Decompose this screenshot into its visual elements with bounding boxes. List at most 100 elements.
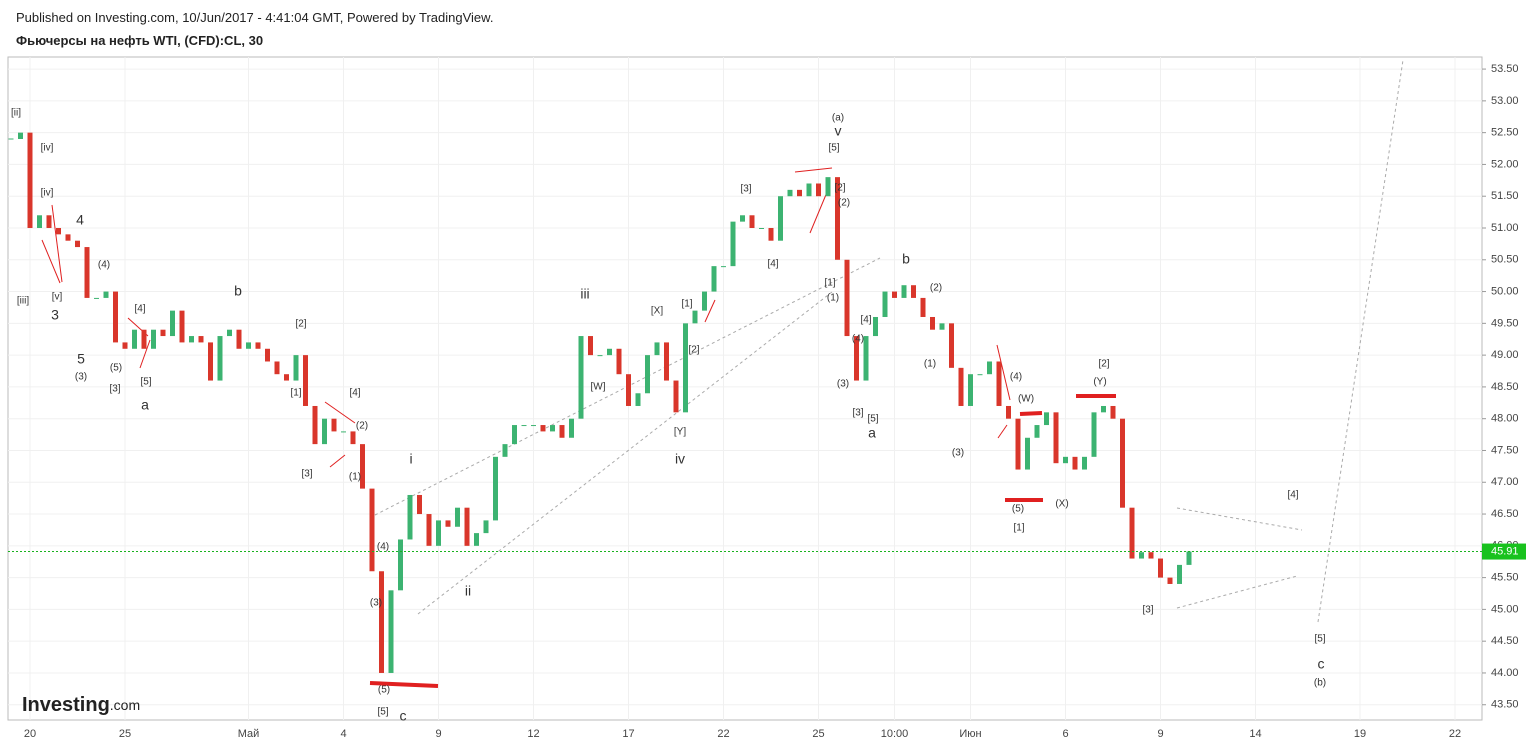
- wave-label: [iii]: [17, 296, 29, 307]
- candle: [56, 227, 61, 235]
- candle: [1053, 412, 1059, 464]
- candle: [65, 234, 71, 241]
- candle: [1129, 507, 1135, 559]
- candle: [274, 361, 280, 375]
- candle: [84, 247, 90, 298]
- x-tick-label: 22: [717, 728, 729, 740]
- candle: [464, 507, 470, 546]
- wave-label: [3]: [1142, 605, 1153, 616]
- candle: [597, 355, 603, 357]
- candle: [388, 590, 394, 673]
- wave-label: [2]: [688, 345, 699, 356]
- candle: [854, 336, 859, 381]
- wave-label: (2): [838, 198, 850, 209]
- candle: [37, 215, 42, 228]
- candle: [94, 297, 99, 299]
- y-tick-label: 46.50: [1491, 508, 1519, 520]
- candle: [198, 336, 204, 343]
- candle: [1006, 405, 1011, 419]
- wave-label: 3: [51, 307, 59, 323]
- candle: [787, 189, 793, 197]
- candle: [1177, 564, 1182, 584]
- wave-label: 4: [76, 212, 84, 228]
- candle: [341, 431, 346, 433]
- candle: [1148, 552, 1154, 559]
- candle: [284, 374, 289, 381]
- wave-label: [2]: [295, 319, 306, 330]
- candle: [132, 329, 137, 349]
- candle: [1025, 437, 1030, 470]
- candle: [170, 310, 175, 337]
- candle: [778, 196, 783, 241]
- wave-label: [3]: [301, 469, 312, 480]
- y-tick-label: 45.50: [1491, 572, 1519, 584]
- candle: [825, 177, 831, 197]
- y-tick-label: 53.00: [1491, 95, 1519, 107]
- instrument-title: Фьючерсы на нефть WTI, (CFD):CL, 30: [16, 33, 264, 48]
- candle: [968, 374, 973, 406]
- x-tick-label: 20: [24, 728, 36, 740]
- candle: [569, 418, 574, 438]
- candle: [331, 418, 337, 432]
- y-tick-label: 52.50: [1491, 127, 1519, 139]
- candle: [217, 336, 223, 381]
- candle: [8, 138, 14, 140]
- candle: [512, 425, 517, 445]
- wave-label: (5): [1012, 504, 1024, 515]
- wave-label: (5): [378, 685, 390, 696]
- x-tick-label: 6: [1062, 728, 1068, 740]
- candle: [1158, 558, 1163, 578]
- candle: [455, 507, 460, 527]
- x-tick-label: Май: [238, 728, 260, 740]
- y-tick-label: 48.00: [1491, 413, 1519, 425]
- x-tick-label: Июн: [959, 728, 981, 740]
- level-marks: [369, 394, 1116, 688]
- candle: [141, 329, 147, 349]
- candle: [977, 374, 983, 376]
- y-tick-label: 52.00: [1491, 158, 1519, 170]
- x-tick-label: 25: [812, 728, 824, 740]
- candle: [797, 189, 802, 197]
- wave-label: [5]: [377, 707, 388, 718]
- x-tick-label: 17: [622, 728, 634, 740]
- candle: [531, 425, 536, 427]
- wave-label: [X]: [651, 306, 663, 317]
- candle: [407, 494, 413, 540]
- wave-label: (Y): [1093, 377, 1106, 388]
- x-tick-label: 4: [340, 728, 346, 740]
- candle: [768, 227, 774, 241]
- wave-label: (3): [837, 379, 849, 390]
- candle: [607, 348, 612, 356]
- y-tick-label: 45.00: [1491, 603, 1519, 615]
- wave-label: (4): [852, 334, 864, 345]
- wave-label: (3): [75, 372, 87, 383]
- candle: [426, 514, 432, 546]
- wave-label: [1]: [290, 388, 301, 399]
- wave-label: (3): [370, 598, 382, 609]
- candle: [1072, 456, 1078, 470]
- candle: [398, 539, 403, 591]
- candle: [1034, 425, 1040, 438]
- published-note: Published on Investing.com, 10/Jun/2017 …: [16, 10, 494, 25]
- grid: [8, 57, 1482, 720]
- candle: [730, 221, 736, 267]
- x-tick-label: 9: [1157, 728, 1163, 740]
- candle: [303, 355, 308, 406]
- candle: [160, 329, 166, 337]
- candle: [227, 329, 232, 337]
- wave-label: iii: [580, 286, 589, 302]
- candle: [445, 520, 451, 527]
- candle: [588, 336, 593, 356]
- candle: [1063, 456, 1068, 464]
- wave-label: (2): [930, 283, 942, 294]
- candle: [863, 336, 869, 381]
- candle: [113, 291, 118, 343]
- candle: [645, 355, 650, 394]
- y-tick-label: 47.00: [1491, 476, 1519, 488]
- candle: [702, 291, 707, 311]
- candle: [369, 488, 375, 572]
- candle: [493, 456, 498, 521]
- candle: [930, 316, 935, 330]
- wave-trendlines: [41, 167, 1011, 468]
